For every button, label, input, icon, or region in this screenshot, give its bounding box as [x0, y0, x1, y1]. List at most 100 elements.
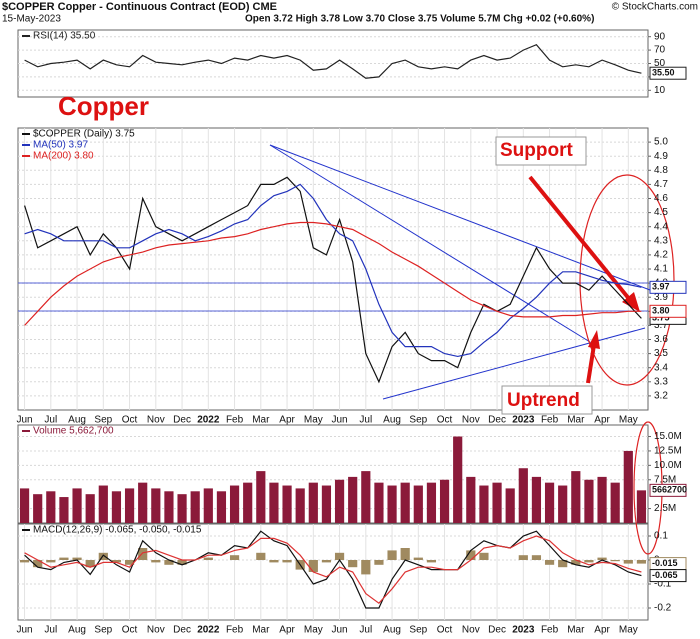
bar	[479, 552, 489, 560]
bar	[361, 471, 371, 523]
annotation: Copper	[58, 91, 149, 121]
legend-label: MA(50) 3.97	[33, 140, 88, 151]
bar	[203, 488, 213, 523]
x-tick-label: Apr	[594, 415, 610, 426]
x-tick-label: Feb	[541, 415, 559, 426]
y-tick-label: 4.7	[654, 179, 668, 190]
bar	[571, 471, 581, 523]
bar	[544, 560, 555, 565]
bar	[164, 491, 174, 523]
line-series	[24, 176, 642, 384]
bar	[243, 482, 253, 523]
y-tick-label: 4.8	[654, 165, 668, 176]
label-box	[501, 385, 593, 415]
bar	[597, 476, 607, 523]
bar	[439, 479, 450, 523]
x-tick-label: Oct	[437, 415, 453, 426]
bar	[138, 482, 148, 523]
bar	[59, 497, 69, 523]
bar	[531, 476, 542, 523]
bar	[453, 436, 463, 523]
bar	[334, 552, 345, 560]
y-tick-label: 90	[654, 31, 666, 42]
trend-line	[269, 144, 591, 343]
bar	[636, 490, 647, 523]
value-tag: 5662700	[652, 485, 687, 495]
x-tick-label: 2023	[512, 415, 535, 426]
annotations	[18, 136, 675, 555]
bar	[282, 560, 292, 563]
bar	[558, 560, 568, 568]
bar	[413, 485, 423, 523]
y-tick-label: 10.0M	[654, 460, 682, 471]
x-tick-label: Apr	[279, 415, 295, 426]
bar	[466, 550, 476, 560]
bar	[400, 548, 410, 560]
bar	[505, 488, 515, 523]
y-tick-label: 3.5	[654, 348, 668, 359]
bar	[85, 560, 95, 568]
bar	[479, 485, 489, 523]
value-tag: 3.80	[652, 306, 670, 316]
y-tick-label: 15.0M	[654, 431, 682, 442]
x-tick-label: Nov	[147, 415, 165, 426]
y-tick-label: 10	[654, 85, 666, 96]
y-tick-label: 2.5M	[654, 503, 676, 514]
x-tick-label: Dec	[488, 625, 506, 636]
bar	[229, 555, 240, 560]
legend-label: Volume 5,662,700	[33, 426, 114, 437]
bar	[348, 476, 358, 523]
y-tick-label: 4.5	[654, 207, 668, 218]
y-tick-label: 5.0	[654, 137, 668, 148]
x-tick-label: 2022	[197, 415, 220, 426]
legend-label: MA(200) 3.80	[33, 151, 94, 162]
x-tick-label: Sep	[409, 625, 427, 636]
x-tick-label: Jul	[44, 625, 57, 636]
bar	[610, 482, 620, 523]
y-tick-label: 3.7	[654, 320, 668, 331]
bar	[98, 485, 108, 523]
bar	[151, 560, 161, 563]
value-tag-box	[649, 483, 687, 497]
line-series	[24, 530, 642, 609]
bar	[177, 494, 187, 523]
quote: Open 3.72 High 3.78 Low 3.70 Close 3.75 …	[245, 14, 594, 25]
value-tag-box	[649, 304, 687, 318]
bar	[164, 560, 174, 565]
trend-line	[382, 327, 646, 400]
x-tick-label: Dec	[173, 625, 191, 636]
x-tick-label: Sep	[94, 415, 112, 426]
bar	[85, 494, 95, 523]
arrow-head	[622, 292, 640, 312]
line-series	[24, 221, 642, 326]
volume-panel	[17, 424, 649, 524]
bar	[256, 471, 266, 523]
bar	[584, 560, 594, 563]
x-tick-label: Nov	[462, 625, 480, 636]
bar	[361, 560, 371, 575]
label-box	[495, 136, 587, 166]
x-tick-label: Dec	[173, 415, 191, 426]
bar	[348, 560, 358, 568]
value-tag-box	[649, 569, 687, 583]
bar	[374, 560, 384, 565]
bar	[151, 488, 161, 523]
bar	[216, 491, 227, 523]
bar	[321, 485, 332, 523]
value-tag: -0.015	[652, 558, 678, 568]
bar	[387, 550, 397, 560]
bar	[544, 482, 555, 523]
value-tag: -0.065	[652, 570, 678, 580]
x-tick-label: May	[619, 415, 638, 426]
y-tick-label: 12.5M	[654, 446, 682, 457]
value-tag-box	[649, 280, 687, 294]
bar	[229, 485, 240, 523]
highlight-circle	[579, 174, 675, 386]
y-tick-label: 7.5M	[654, 474, 676, 485]
x-tick-label: Jul	[44, 415, 57, 426]
bar	[636, 560, 647, 564]
bar	[387, 485, 397, 523]
y-tick-label: -0.2	[654, 603, 672, 614]
x-tick-label: Jun	[17, 625, 33, 636]
x-tick-label: Sep	[94, 625, 112, 636]
